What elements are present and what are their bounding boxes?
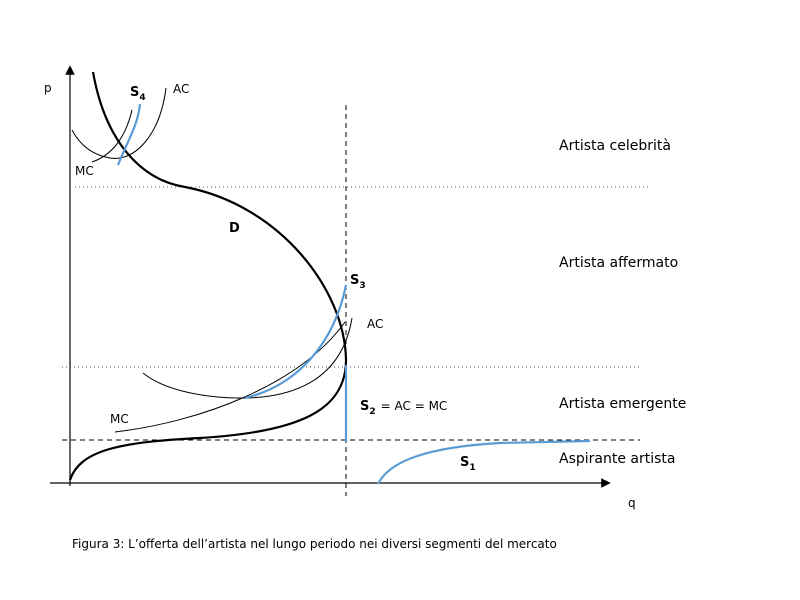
curve-label: D (229, 221, 240, 236)
s3-curve (244, 284, 348, 400)
demand-curve (68, 71, 348, 481)
ac-curve (142, 317, 353, 399)
segment-label: Artista emergente (559, 396, 686, 412)
curve-label: MC (75, 164, 94, 178)
caption: Figura 3: L’offerta dell’artista nel lun… (72, 537, 557, 551)
ac-curve (71, 87, 167, 159)
mc-curve (91, 109, 133, 163)
curve-label: S4 (130, 85, 146, 103)
curve-label: S2 = AC = MC (360, 399, 447, 417)
axis-label: p (44, 81, 52, 95)
s4-curve (116, 103, 142, 166)
curve-label: MC (110, 412, 129, 426)
segment-label: Aspirante artista (559, 451, 675, 467)
s1-curve (377, 439, 591, 485)
segment-label: Artista celebrità (559, 138, 671, 154)
curve-label: S3 (350, 273, 366, 291)
segment-label: Artista affermato (559, 255, 678, 271)
curve-label: AC (367, 317, 383, 331)
curve-label: AC (173, 82, 189, 96)
mc-curve (114, 321, 346, 433)
axis-label: q (628, 496, 636, 510)
curve-label: S1 (460, 455, 476, 473)
